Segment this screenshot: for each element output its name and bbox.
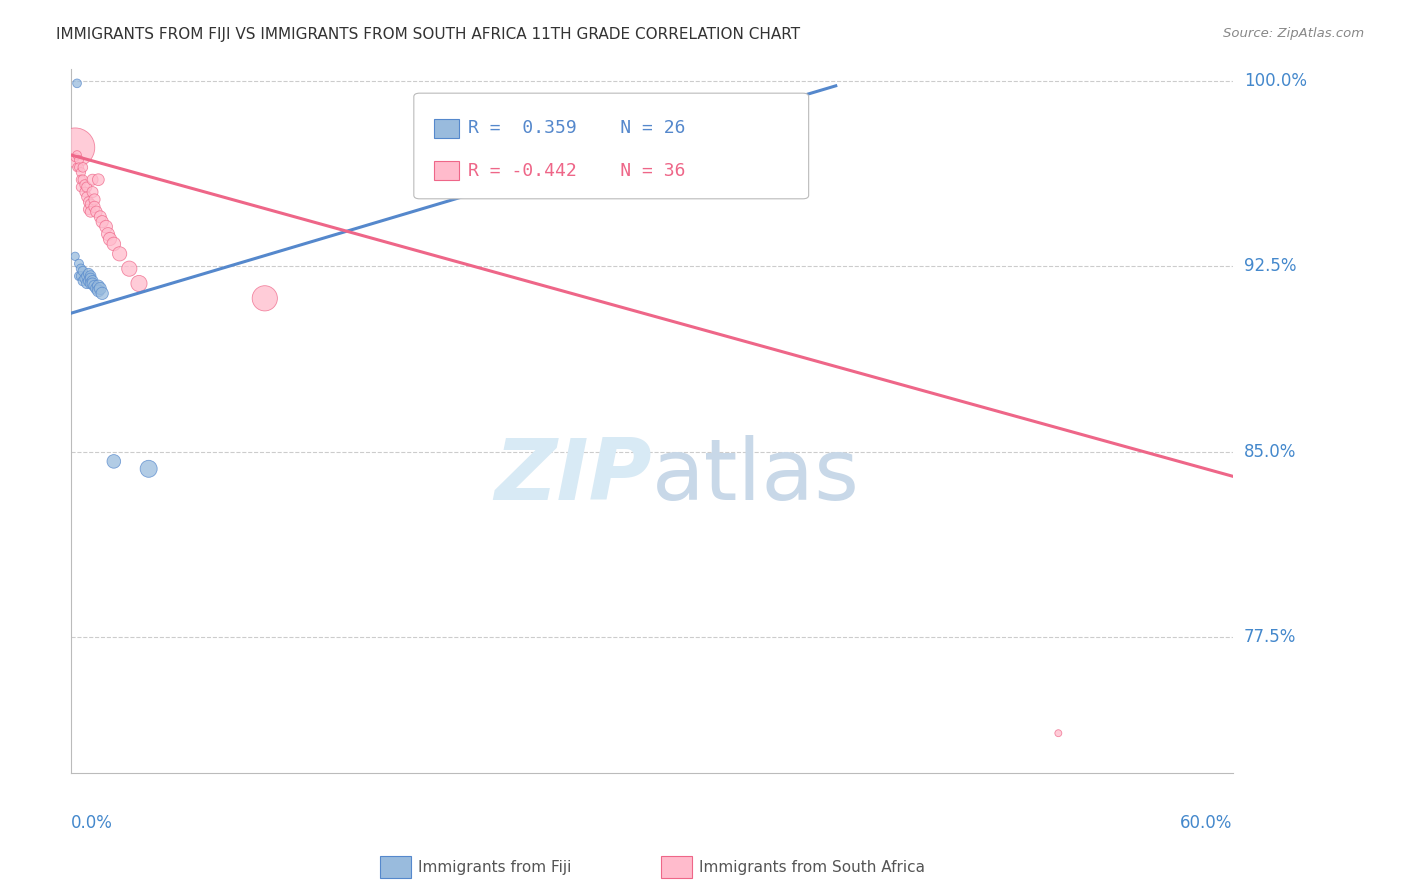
Text: 100.0%: 100.0% bbox=[1244, 72, 1306, 90]
Point bbox=[79, 269, 101, 284]
Point bbox=[73, 178, 96, 192]
Point bbox=[76, 269, 98, 284]
FancyBboxPatch shape bbox=[413, 93, 808, 199]
Point bbox=[67, 269, 90, 284]
Point bbox=[1047, 726, 1070, 740]
Point bbox=[108, 247, 131, 261]
Point bbox=[103, 236, 125, 251]
Point bbox=[79, 271, 101, 285]
Point bbox=[79, 197, 101, 211]
Point bbox=[70, 261, 93, 276]
Point bbox=[83, 200, 105, 214]
Point bbox=[82, 172, 104, 186]
Point bbox=[77, 267, 100, 281]
Point bbox=[72, 172, 94, 186]
Point bbox=[77, 274, 100, 288]
Text: IMMIGRANTS FROM FIJI VS IMMIGRANTS FROM SOUTH AFRICA 11TH GRADE CORRELATION CHAR: IMMIGRANTS FROM FIJI VS IMMIGRANTS FROM … bbox=[56, 27, 800, 42]
Point bbox=[82, 274, 104, 288]
Point bbox=[89, 210, 111, 224]
Point bbox=[73, 271, 96, 285]
Point bbox=[83, 193, 105, 207]
Point bbox=[66, 161, 89, 175]
Point bbox=[67, 153, 90, 167]
Point bbox=[86, 204, 108, 219]
Point bbox=[63, 151, 86, 165]
Point bbox=[70, 172, 93, 186]
Text: atlas: atlas bbox=[652, 435, 860, 518]
Point bbox=[67, 257, 90, 271]
Text: R = -0.442    N = 36: R = -0.442 N = 36 bbox=[468, 161, 686, 179]
Text: Immigrants from South Africa: Immigrants from South Africa bbox=[699, 860, 925, 874]
Text: 60.0%: 60.0% bbox=[1180, 814, 1233, 832]
Point bbox=[86, 281, 108, 295]
Point bbox=[73, 185, 96, 199]
Text: ZIP: ZIP bbox=[495, 435, 652, 518]
Point bbox=[66, 148, 89, 162]
Text: Immigrants from Fiji: Immigrants from Fiji bbox=[418, 860, 571, 874]
Point bbox=[72, 274, 94, 288]
Point bbox=[67, 161, 90, 175]
Point bbox=[103, 454, 125, 468]
Point bbox=[70, 269, 93, 284]
Point bbox=[72, 161, 94, 175]
Point bbox=[94, 219, 117, 234]
Point bbox=[76, 190, 98, 204]
FancyBboxPatch shape bbox=[433, 119, 460, 138]
Point bbox=[63, 249, 86, 263]
Text: 92.5%: 92.5% bbox=[1244, 257, 1296, 276]
Point bbox=[72, 264, 94, 278]
Point bbox=[128, 277, 150, 291]
Point bbox=[98, 232, 121, 246]
Point bbox=[118, 261, 141, 276]
Text: 0.0%: 0.0% bbox=[72, 814, 112, 832]
Point bbox=[70, 180, 93, 194]
Point bbox=[76, 180, 98, 194]
Point bbox=[91, 286, 114, 301]
FancyBboxPatch shape bbox=[433, 161, 460, 180]
Point bbox=[253, 291, 276, 305]
Point bbox=[138, 462, 160, 476]
Point bbox=[63, 140, 86, 154]
Point bbox=[70, 165, 93, 179]
Point bbox=[87, 279, 110, 293]
Point bbox=[89, 281, 111, 295]
Point bbox=[97, 227, 120, 241]
Point bbox=[83, 279, 105, 293]
Point bbox=[82, 277, 104, 291]
Text: R =  0.359    N = 26: R = 0.359 N = 26 bbox=[468, 120, 686, 137]
Point bbox=[79, 277, 101, 291]
Point bbox=[77, 194, 100, 209]
Point bbox=[66, 76, 89, 90]
Text: 77.5%: 77.5% bbox=[1244, 628, 1296, 646]
Text: 85.0%: 85.0% bbox=[1244, 442, 1296, 460]
Point bbox=[77, 202, 100, 217]
Text: Source: ZipAtlas.com: Source: ZipAtlas.com bbox=[1223, 27, 1364, 40]
Point bbox=[91, 215, 114, 229]
Point bbox=[76, 277, 98, 291]
Point bbox=[79, 204, 101, 219]
Point bbox=[82, 185, 104, 199]
Point bbox=[87, 284, 110, 298]
Point bbox=[87, 172, 110, 186]
